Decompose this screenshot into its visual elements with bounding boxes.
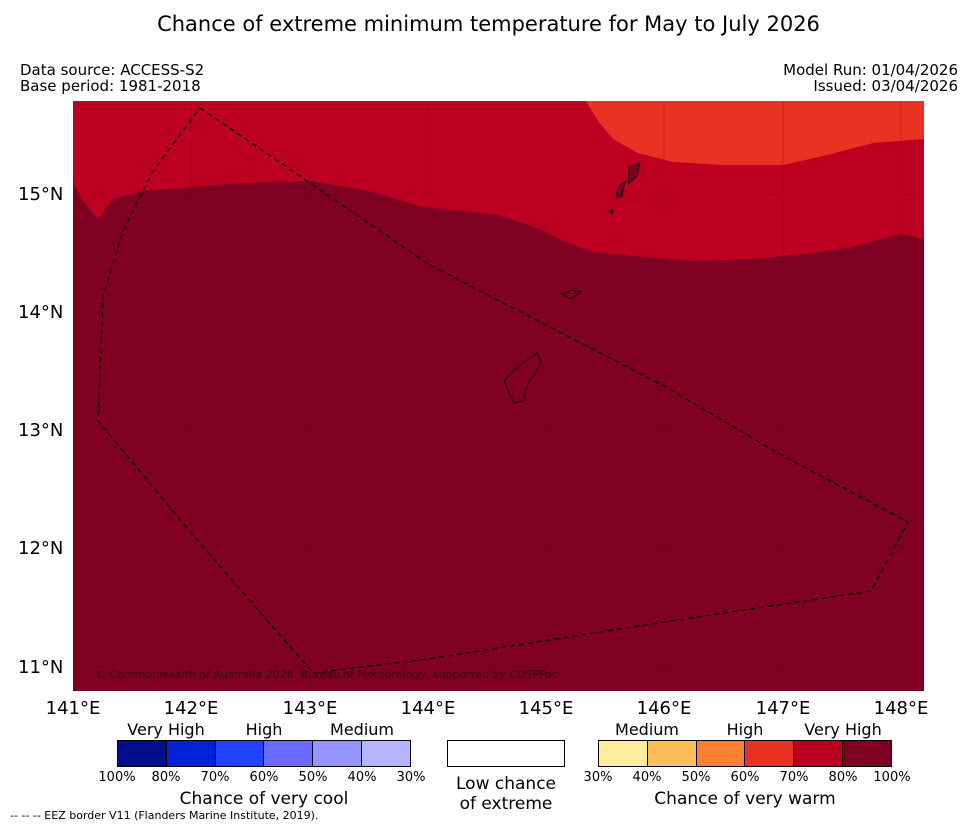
cool-tick: 50% [298,770,328,785]
cool-swatch [264,741,314,766]
cool-color-bar [117,740,411,767]
island-tinian [615,181,626,199]
warm-tick: 100% [873,770,911,785]
low-chance-swatch [447,740,565,767]
warm-swatch [696,741,746,766]
cool-tick: 70% [200,770,230,785]
warm-tick: 30% [583,770,613,785]
warm-color-bar [598,740,892,767]
warm-cat-very-high: Very High [804,720,882,739]
low-chance-line2: of extreme [459,794,553,814]
lon-label-148e: 148°E [873,698,929,719]
warm-legend-title: Chance of very warm [654,789,836,809]
lon-label-142e: 142°E [163,698,219,719]
base-period: Base period: 1981-2018 [20,77,201,95]
lon-label-144e: 144°E [400,698,456,719]
warm-tick: 50% [681,770,711,785]
cool-tick: 100% [98,770,136,785]
warm-swatch [794,741,844,766]
lat-label-11n: 11°N [18,657,64,678]
warm-tick: 60% [730,770,760,785]
cool-swatch [166,741,216,766]
warm-swatch [599,741,648,766]
cool-tick: 30% [396,770,426,785]
meta-left: Data source: ACCESS-S2 Base period: 1981… [20,62,204,94]
map-panel[interactable] [73,101,924,691]
warm-swatch [745,741,795,766]
island-aguijan [608,209,614,215]
copyright-notice: © Commonwealth of Australia 2026, Bureau… [95,668,559,681]
data-source: Data source: ACCESS-S2 [20,61,205,79]
cool-tick: 80% [151,770,181,785]
cool-cat-high: High [245,720,283,739]
cool-cat-medium: Medium [330,720,394,739]
grid-lines [73,101,924,691]
warm-cat-medium: Medium [615,720,679,739]
island-saipan [627,162,641,185]
lat-label-13n: 13°N [18,420,64,441]
lon-label-143e: 143°E [282,698,338,719]
warm-swatch [647,741,697,766]
island-rota [561,289,583,300]
island-outlines [503,162,641,404]
eez-footnote: -- -- -- EEZ border V11 (Flanders Marine… [10,809,319,822]
cool-tick: 60% [249,770,279,785]
cool-tick: 40% [347,770,377,785]
low-chance-line1: Low chance [456,774,556,794]
high-warm-zone-70 [586,101,924,165]
eez-border [97,107,909,674]
issued-date: Issued: 03/04/2026 [813,77,958,95]
cool-swatch [313,741,363,766]
cool-swatch [118,741,167,766]
warm-swatch [843,741,891,766]
low-chance-label: Low chance of extreme [456,774,556,814]
warm-cat-high: High [726,720,764,739]
meta-right: Model Run: 01/04/2026 Issued: 03/04/2026 [783,62,958,94]
lat-label-15n: 15°N [18,184,64,205]
warm-tick: 40% [632,770,662,785]
cool-cat-very-high: Very High [127,720,205,739]
cool-swatch [362,741,410,766]
warm-tick: 70% [779,770,809,785]
lon-label-145e: 145°E [518,698,574,719]
cool-swatch [215,741,265,766]
lon-label-146e: 146°E [636,698,692,719]
chart-title: Chance of extreme minimum temperature fo… [157,12,820,36]
lat-label-14n: 14°N [18,302,64,323]
warm-tick: 80% [828,770,858,785]
lon-label-147e: 147°E [755,698,811,719]
lat-label-12n: 12°N [18,538,64,559]
cool-legend-title: Chance of very cool [179,789,349,809]
island-guam [503,352,542,404]
model-run: Model Run: 01/04/2026 [783,61,958,79]
lon-label-141e: 141°E [45,698,101,719]
